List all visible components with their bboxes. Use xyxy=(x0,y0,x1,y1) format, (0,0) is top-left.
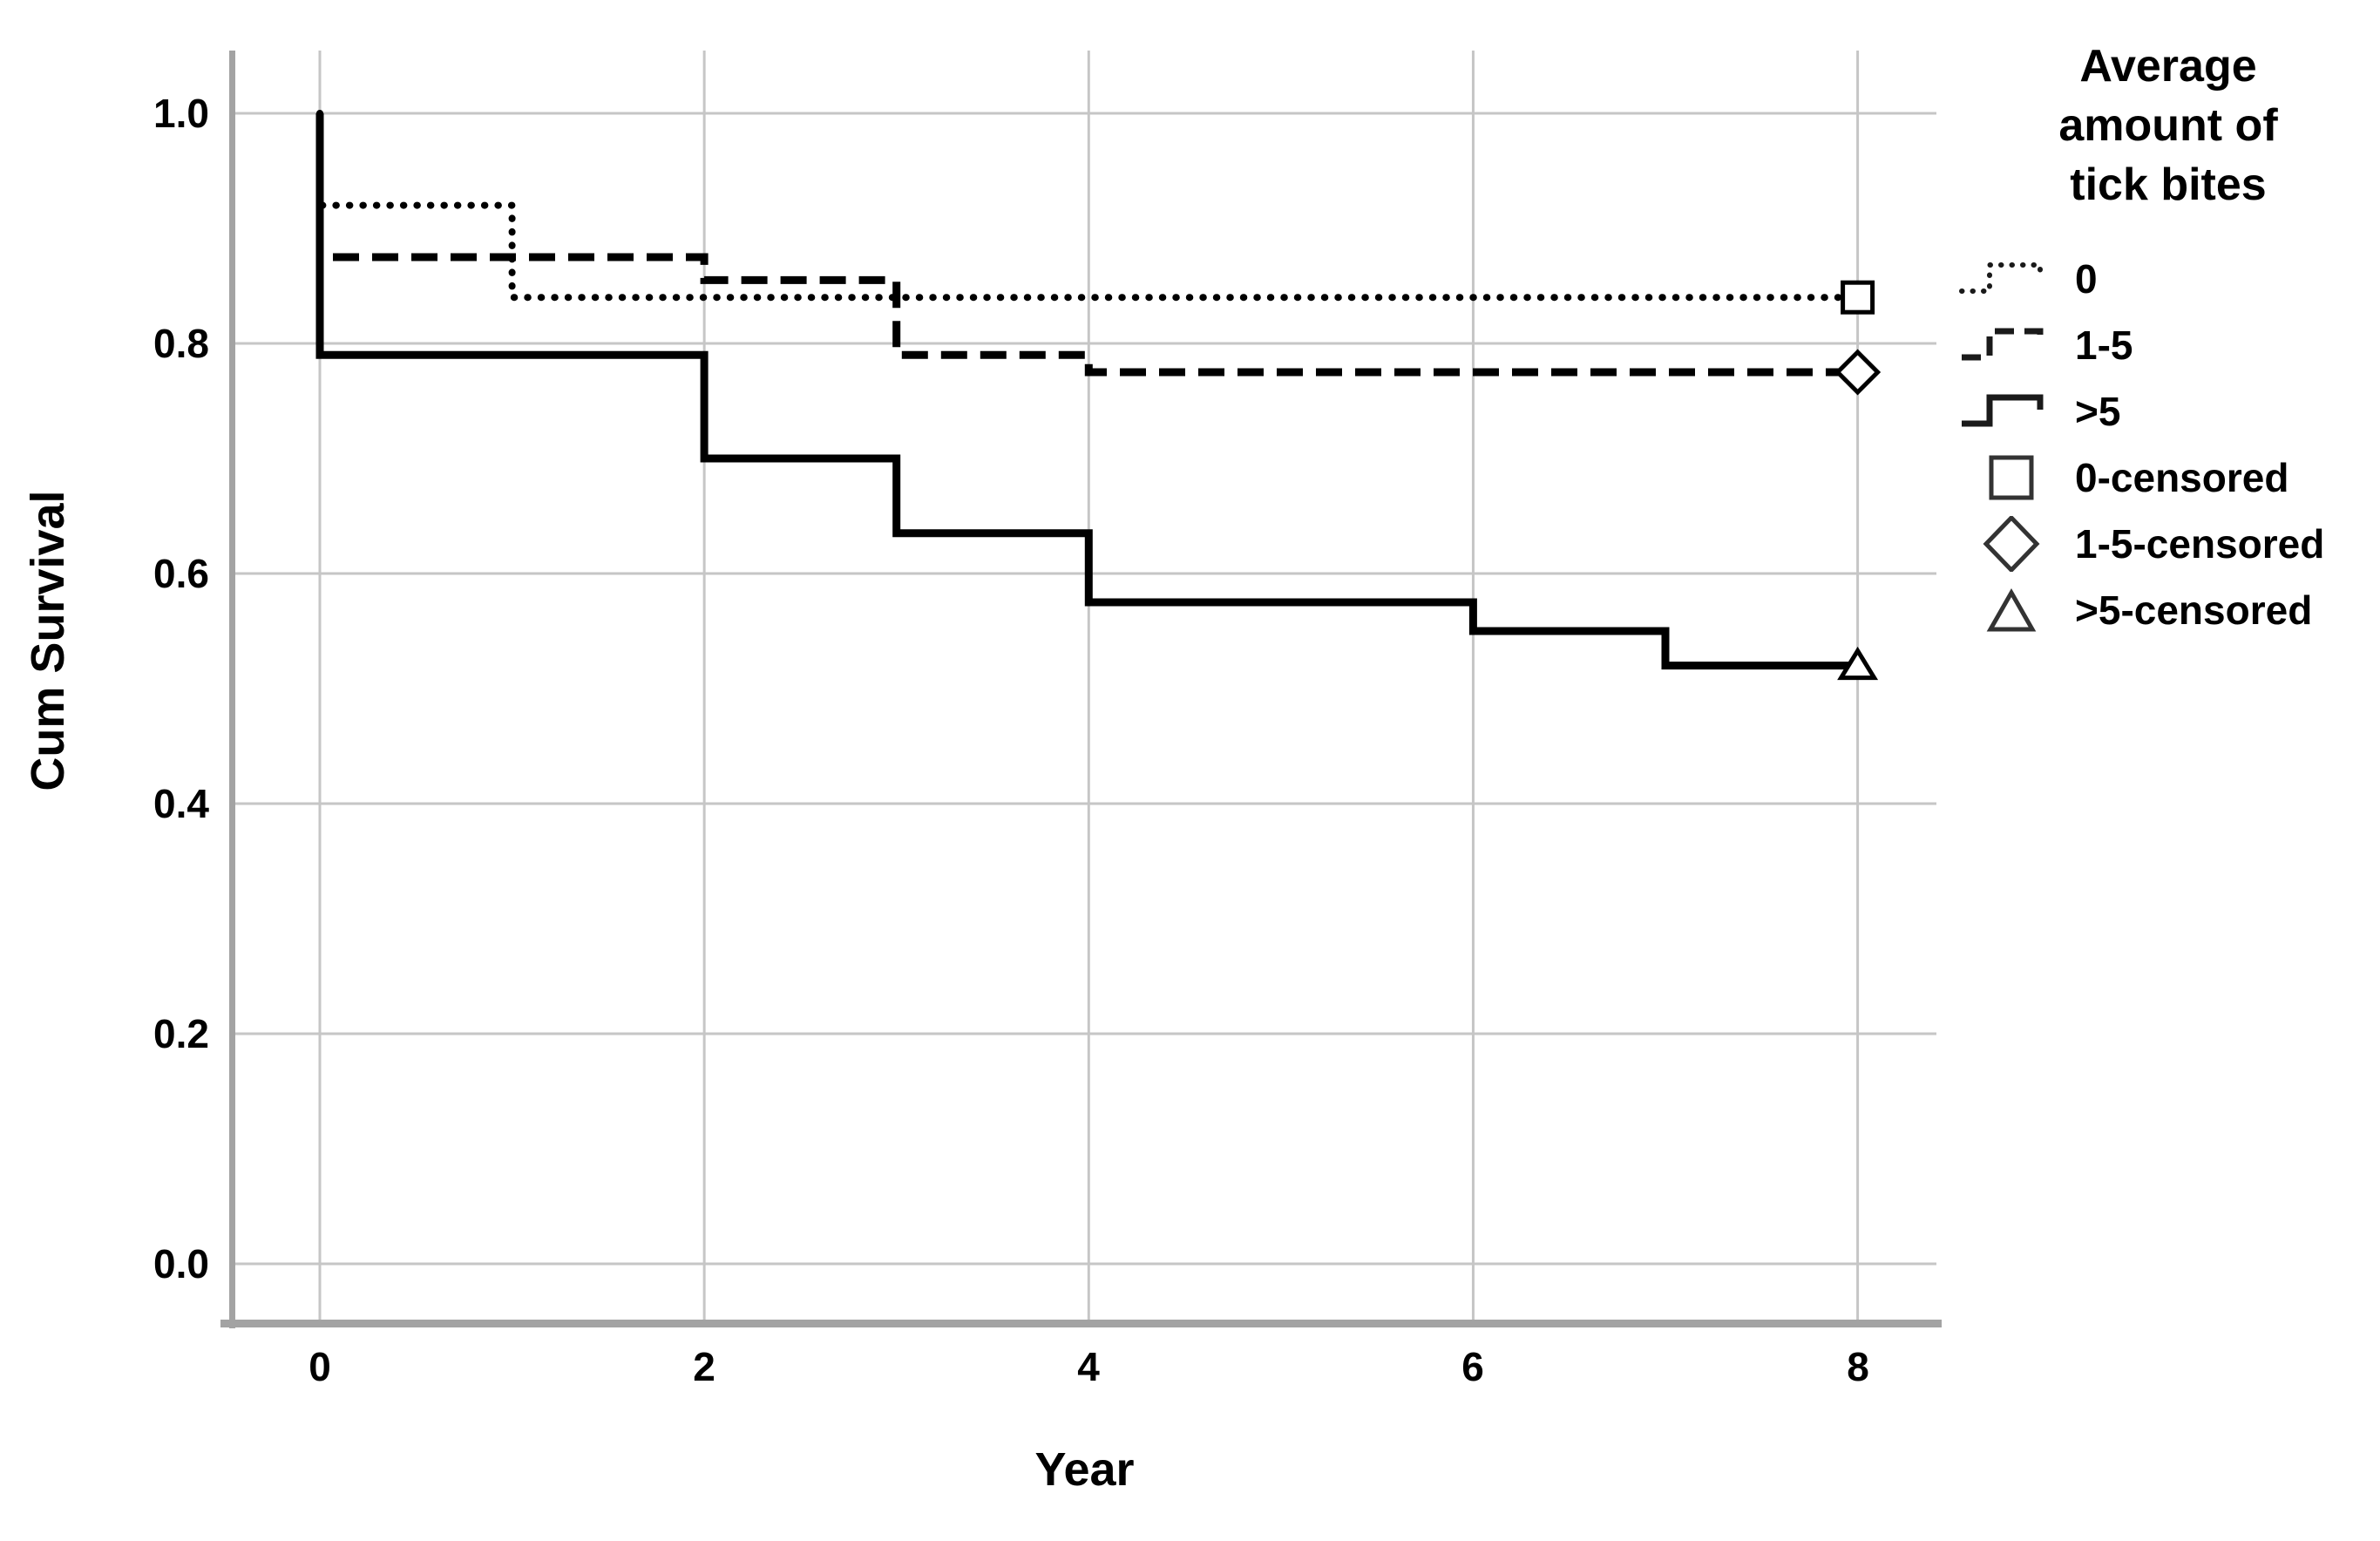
legend: Average amount of tick bites 0 1-5 >5 xyxy=(1956,37,2380,643)
legend-item-label: 0-censored xyxy=(2075,455,2289,500)
x-tick-label: 4 xyxy=(1077,1344,1100,1389)
y-tick-label: 1.0 xyxy=(153,91,209,136)
legend-items: 0 1-5 >5 0-censored xyxy=(1956,246,2380,643)
solid-step-line-icon xyxy=(1956,384,2071,439)
legend-item-label: 1-5-censored xyxy=(2075,521,2325,567)
legend-item-0-censored: 0-censored xyxy=(1956,445,2380,511)
x-tick-label: 8 xyxy=(1847,1344,1869,1389)
y-tick-label: 0.0 xyxy=(153,1241,209,1286)
legend-item-label: >5-censored xyxy=(2075,587,2313,633)
legend-item-label: >5 xyxy=(2075,389,2121,434)
dashed-step-line-icon xyxy=(1956,317,2071,373)
x-tick-label: 2 xyxy=(693,1344,715,1389)
y-tick-label: 0.6 xyxy=(153,551,209,596)
open-triangle-icon xyxy=(1956,582,2071,638)
y-tick-label: 0.2 xyxy=(153,1011,209,1056)
dotted-step-line-icon xyxy=(1956,251,2071,307)
y-axis-title: Cum Survival xyxy=(22,490,74,791)
x-tick-label: 6 xyxy=(1461,1344,1484,1389)
legend-item-group-0: 0 xyxy=(1956,246,2380,312)
legend-item-label: 0 xyxy=(2075,256,2098,302)
legend-item-1-5-censored: 1-5-censored xyxy=(1956,511,2380,577)
legend-item-label: 1-5 xyxy=(2075,322,2133,368)
x-tick-label: 0 xyxy=(309,1344,331,1389)
open-square-icon xyxy=(1956,450,2071,506)
legend-item-group-1-5: 1-5 xyxy=(1956,312,2380,378)
x-axis-title: Year xyxy=(1034,1443,1135,1496)
legend-item-group-gt5: >5 xyxy=(1956,378,2380,445)
y-tick-label: 0.4 xyxy=(153,781,209,826)
y-tick-label: 0.8 xyxy=(153,321,209,366)
legend-title: Average amount of tick bites xyxy=(2058,41,2278,210)
open-diamond-icon xyxy=(1956,516,2071,572)
legend-item-gt5-censored: >5-censored xyxy=(1956,577,2380,643)
